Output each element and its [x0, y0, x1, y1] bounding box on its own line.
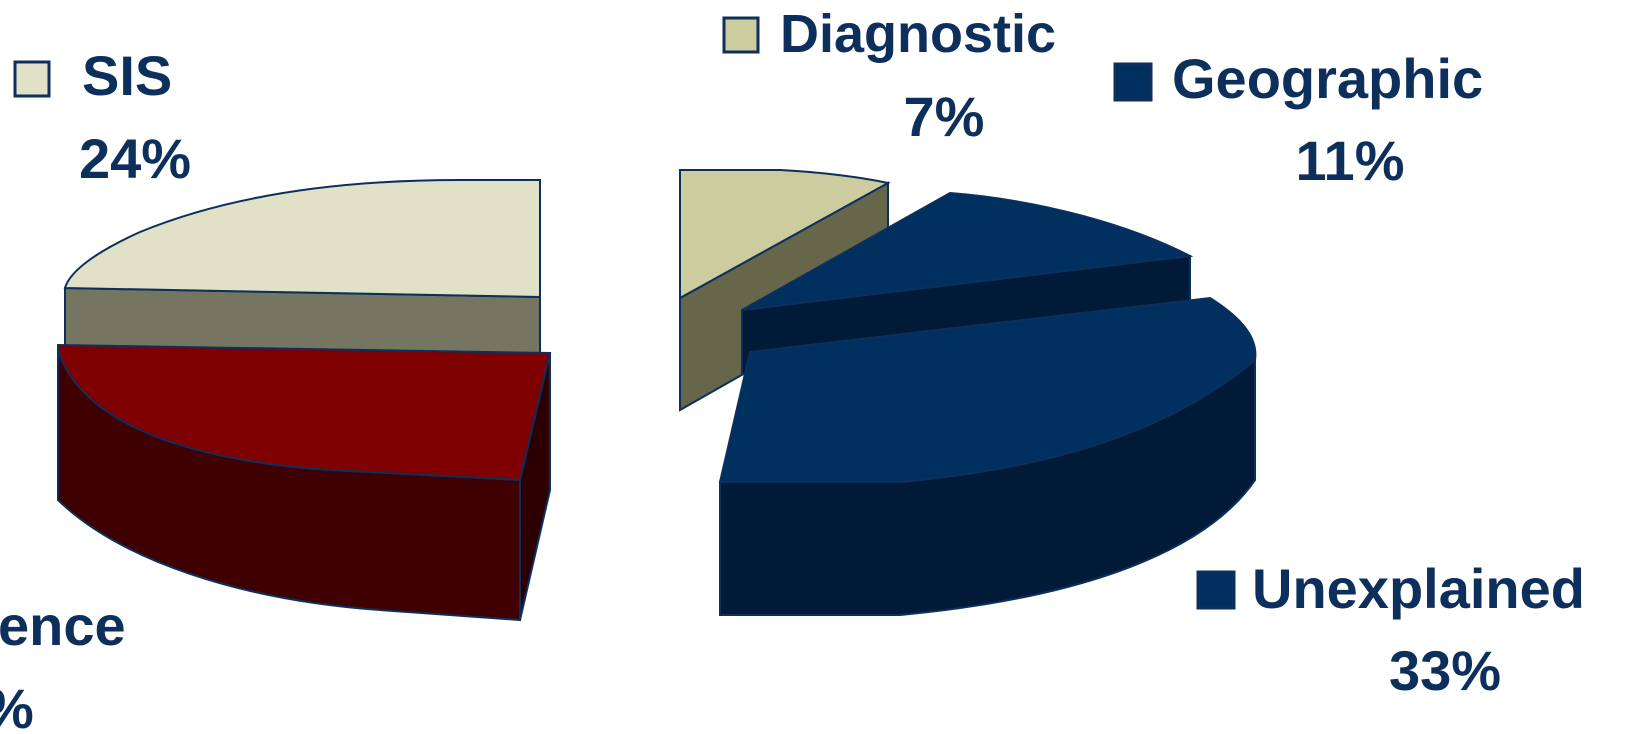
sis-slice-top — [63, 179, 541, 299]
unexplained-swatch — [1196, 570, 1236, 610]
sis-label: SIS — [82, 44, 172, 107]
legend-red-partial: ence % — [0, 594, 126, 734]
pie-slice-red — [57, 343, 552, 622]
diagnostic-percent: 7% — [904, 85, 985, 148]
legend-unexplained: Unexplained 33% — [1196, 557, 1585, 702]
geographic-slice-top — [741, 191, 1194, 311]
red-slice-label: ence — [0, 594, 126, 657]
red-slice-percent: % — [0, 677, 34, 734]
diagnostic-label: Diagnostic — [780, 4, 1056, 64]
geographic-percent: 11% — [1296, 129, 1405, 192]
legend-geographic: Geographic 11% — [1113, 47, 1483, 192]
unexplained-slice-top — [718, 296, 1257, 483]
pie-slice-unexplained — [718, 296, 1257, 616]
unexplained-label: Unexplained — [1252, 557, 1585, 620]
geographic-label: Geographic — [1172, 47, 1483, 110]
unexplained-percent: 33% — [1389, 639, 1501, 702]
diagnostic-swatch — [722, 16, 760, 54]
sis-percent: 24% — [79, 127, 191, 190]
sis-swatch — [13, 60, 51, 98]
legend-sis: SIS 24% — [13, 44, 191, 190]
legend-diagnostic: Diagnostic 7% — [722, 4, 1056, 148]
red-slice-top — [57, 343, 552, 482]
geographic-swatch — [1113, 62, 1153, 102]
diagnostic-slice-top — [679, 169, 891, 300]
